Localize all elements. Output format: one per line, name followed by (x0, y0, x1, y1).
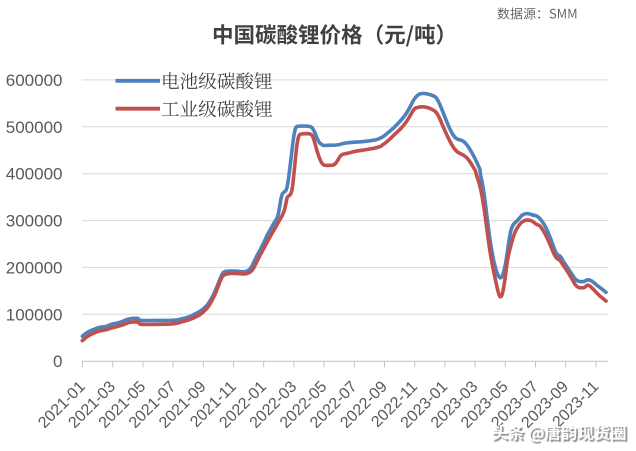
svg-text:300000: 300000 (6, 212, 63, 231)
svg-text:400000: 400000 (6, 165, 63, 184)
svg-text:600000: 600000 (6, 71, 63, 90)
svg-text:0: 0 (53, 352, 62, 371)
svg-text:100000: 100000 (6, 305, 63, 324)
svg-text:200000: 200000 (6, 258, 63, 277)
svg-text:500000: 500000 (6, 118, 63, 137)
